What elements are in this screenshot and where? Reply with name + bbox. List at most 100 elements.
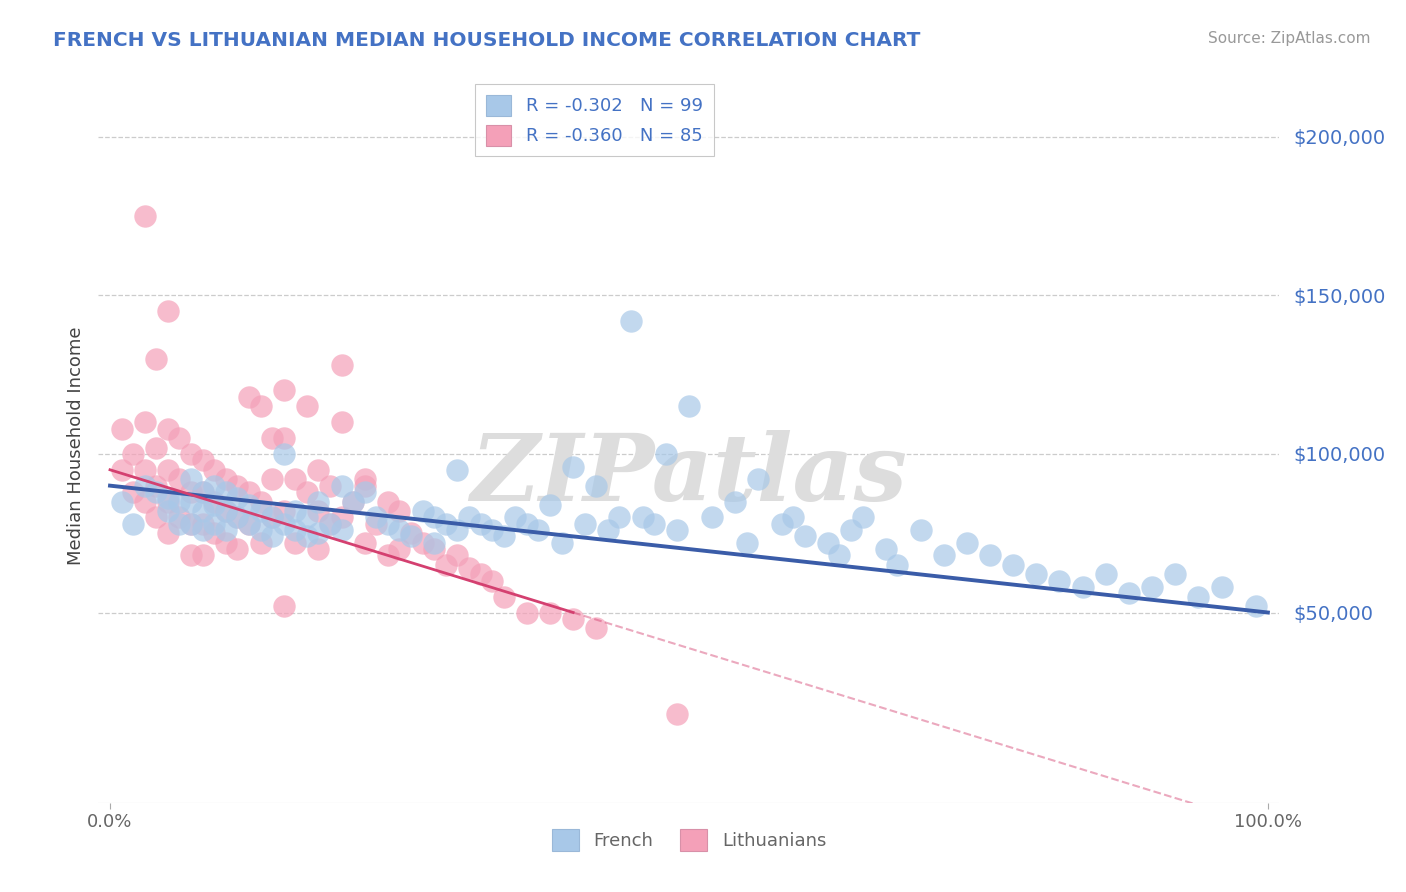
Point — [423, 542, 446, 557]
Point — [202, 526, 225, 541]
Point — [932, 549, 955, 563]
Point — [979, 549, 1001, 563]
Point — [550, 535, 572, 549]
Point — [875, 542, 897, 557]
Point — [330, 510, 353, 524]
Point — [249, 535, 271, 549]
Point — [215, 504, 238, 518]
Point — [122, 447, 145, 461]
Point — [273, 431, 295, 445]
Point — [145, 441, 167, 455]
Point — [458, 561, 481, 575]
Point — [226, 491, 249, 506]
Point — [596, 523, 619, 537]
Point — [319, 516, 342, 531]
Point — [191, 453, 214, 467]
Point — [191, 485, 214, 500]
Point — [1140, 580, 1163, 594]
Point — [817, 535, 839, 549]
Point — [249, 494, 271, 508]
Point — [366, 516, 388, 531]
Point — [399, 529, 422, 543]
Text: FRENCH VS LITHUANIAN MEDIAN HOUSEHOLD INCOME CORRELATION CHART: FRENCH VS LITHUANIAN MEDIAN HOUSEHOLD IN… — [53, 31, 921, 50]
Point — [910, 523, 932, 537]
Point — [262, 529, 284, 543]
Point — [388, 542, 411, 557]
Point — [585, 478, 607, 492]
Point — [481, 523, 503, 537]
Point — [156, 504, 179, 518]
Point — [609, 510, 631, 524]
Point — [273, 516, 295, 531]
Point — [620, 314, 643, 328]
Point — [330, 415, 353, 429]
Point — [307, 494, 329, 508]
Point — [1211, 580, 1233, 594]
Point — [262, 431, 284, 445]
Point — [793, 529, 815, 543]
Point — [180, 485, 202, 500]
Point — [169, 431, 191, 445]
Point — [110, 494, 132, 508]
Point — [655, 447, 678, 461]
Point — [295, 400, 318, 414]
Point — [169, 472, 191, 486]
Point — [377, 549, 399, 563]
Point — [202, 498, 225, 512]
Point — [353, 472, 375, 486]
Point — [434, 558, 457, 572]
Point — [886, 558, 908, 572]
Point — [307, 504, 329, 518]
Point — [145, 485, 167, 500]
Point — [284, 535, 307, 549]
Point — [156, 421, 179, 435]
Point — [458, 510, 481, 524]
Point — [1118, 586, 1140, 600]
Point — [295, 485, 318, 500]
Point — [319, 478, 342, 492]
Point — [538, 606, 561, 620]
Point — [273, 384, 295, 398]
Point — [284, 523, 307, 537]
Point — [666, 706, 689, 721]
Point — [492, 590, 515, 604]
Point — [249, 400, 271, 414]
Point — [377, 494, 399, 508]
Point — [377, 516, 399, 531]
Point — [516, 606, 538, 620]
Point — [156, 494, 179, 508]
Point — [134, 463, 156, 477]
Y-axis label: Median Household Income: Median Household Income — [66, 326, 84, 566]
Point — [574, 516, 596, 531]
Legend: French, Lithuanians: French, Lithuanians — [544, 822, 834, 858]
Point — [516, 516, 538, 531]
Point — [446, 549, 468, 563]
Point — [956, 535, 979, 549]
Point — [156, 526, 179, 541]
Point — [330, 478, 353, 492]
Point — [180, 494, 202, 508]
Point — [134, 494, 156, 508]
Point — [180, 549, 202, 563]
Point — [666, 523, 689, 537]
Point — [191, 549, 214, 563]
Point — [122, 516, 145, 531]
Point — [1246, 599, 1268, 614]
Point — [342, 494, 364, 508]
Point — [191, 516, 214, 531]
Point — [735, 535, 758, 549]
Point — [770, 516, 793, 531]
Point — [330, 523, 353, 537]
Point — [215, 523, 238, 537]
Point — [156, 304, 179, 318]
Point — [434, 516, 457, 531]
Point — [180, 472, 202, 486]
Point — [134, 478, 156, 492]
Point — [423, 535, 446, 549]
Point — [678, 400, 700, 414]
Point — [538, 498, 561, 512]
Point — [134, 209, 156, 223]
Point — [134, 415, 156, 429]
Point — [284, 472, 307, 486]
Point — [226, 542, 249, 557]
